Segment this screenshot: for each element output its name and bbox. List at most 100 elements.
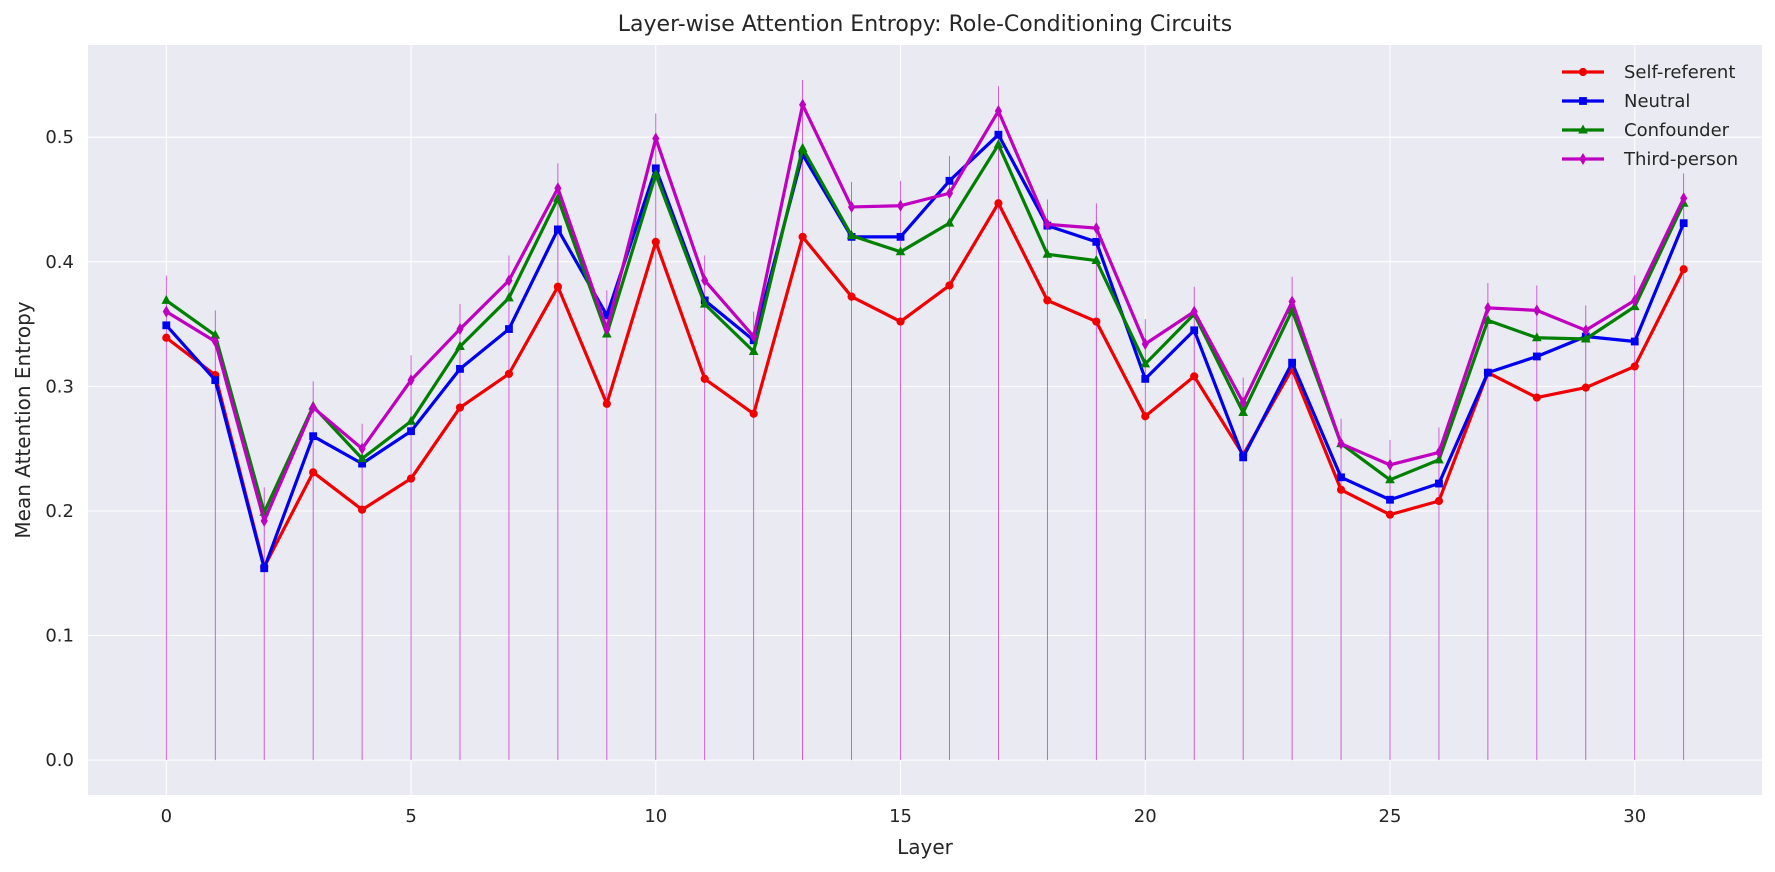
data-point xyxy=(701,274,709,287)
data-point xyxy=(1239,396,1247,409)
data-point xyxy=(1582,324,1590,337)
x-tick-label: 20 xyxy=(1134,806,1157,827)
data-point xyxy=(1532,352,1541,361)
x-tick-label: 15 xyxy=(889,806,912,827)
data-point xyxy=(455,403,465,412)
data-point xyxy=(1484,301,1492,314)
legend-item: Confounder xyxy=(1562,120,1730,141)
chart-title: Layer-wise Attention Entropy: Role-Condi… xyxy=(618,12,1232,37)
data-point xyxy=(1385,474,1395,484)
data-point xyxy=(553,225,562,234)
data-point xyxy=(1190,305,1198,318)
data-point xyxy=(1435,479,1443,488)
data-point xyxy=(651,237,660,246)
series-self-referent xyxy=(162,199,1688,572)
x-tick-label: 10 xyxy=(644,806,667,827)
data-point xyxy=(1386,458,1394,471)
data-point xyxy=(1337,473,1345,482)
data-point xyxy=(1385,510,1395,519)
data-point xyxy=(750,330,758,343)
data-point xyxy=(944,217,955,227)
y-tick-label: 0.2 xyxy=(45,501,74,522)
legend-item: Self-referent xyxy=(1562,62,1735,83)
legend-label: Third-person xyxy=(1623,149,1738,170)
data-point xyxy=(1580,333,1591,343)
y-tick-label: 0.1 xyxy=(45,626,74,647)
data-point xyxy=(699,298,710,308)
data-point xyxy=(162,305,170,318)
data-point xyxy=(1434,496,1444,506)
y-tick-label: 0.5 xyxy=(45,127,74,148)
legend: Self-referent Neutral Confounder Third-pers… xyxy=(1562,62,1738,170)
data-point xyxy=(211,335,219,348)
data-point xyxy=(554,182,562,195)
data-point xyxy=(896,232,905,241)
data-point xyxy=(846,230,857,240)
legend-marker xyxy=(1578,124,1588,134)
data-point xyxy=(162,333,171,342)
x-tick-label: 25 xyxy=(1379,806,1402,827)
x-axis-ticks: 0 5 10 15 20 25 30 xyxy=(161,806,1647,827)
data-point xyxy=(700,374,709,383)
data-point xyxy=(847,292,856,301)
data-point xyxy=(1581,383,1590,392)
data-point xyxy=(357,453,367,463)
data-point xyxy=(1288,358,1297,367)
y-tick-label: 0.4 xyxy=(45,252,74,273)
data-point xyxy=(798,232,807,241)
data-point xyxy=(1140,358,1151,368)
data-point xyxy=(1238,406,1248,417)
legend-label: Self-referent xyxy=(1624,62,1735,83)
legend-marker xyxy=(1578,67,1588,77)
legend-item: Third-person xyxy=(1562,149,1738,170)
data-point xyxy=(358,505,367,514)
data-point xyxy=(309,432,318,441)
series-line xyxy=(165,201,1686,569)
data-point xyxy=(358,442,366,455)
data-point xyxy=(1336,485,1346,494)
data-point xyxy=(406,415,416,425)
legend-label: Confounder xyxy=(1624,120,1730,141)
data-point xyxy=(1434,454,1444,464)
data-point xyxy=(1483,314,1493,324)
data-point xyxy=(1337,437,1345,450)
data-point xyxy=(945,281,954,290)
data-point xyxy=(1042,248,1053,258)
data-point xyxy=(1532,393,1541,402)
series-line xyxy=(165,133,1686,570)
data-point xyxy=(602,399,611,408)
data-point xyxy=(1092,222,1100,235)
data-point xyxy=(1483,368,1492,377)
data-point xyxy=(1092,317,1101,326)
data-point xyxy=(847,200,856,213)
data-point xyxy=(1141,412,1150,421)
data-point xyxy=(162,321,171,330)
data-point xyxy=(1141,338,1149,350)
data-point xyxy=(1533,304,1541,317)
y-tick-label: 0.3 xyxy=(45,376,74,397)
data-point xyxy=(260,514,268,527)
data-point xyxy=(1386,495,1394,504)
series-third-person xyxy=(162,98,1688,527)
data-point xyxy=(407,374,415,387)
data-point xyxy=(1141,374,1150,383)
data-point xyxy=(603,323,611,336)
data-point xyxy=(1679,265,1688,274)
data-point xyxy=(749,409,758,418)
legend-item: Neutral xyxy=(1562,91,1690,112)
data-point xyxy=(505,325,513,333)
data-point xyxy=(505,274,513,287)
data-point xyxy=(994,105,1003,118)
data-point xyxy=(456,365,464,373)
legend-marker xyxy=(1579,97,1587,105)
data-point xyxy=(1092,237,1101,246)
data-point xyxy=(945,187,954,200)
data-point xyxy=(799,98,807,111)
data-point xyxy=(1630,362,1639,371)
x-axis-label: Layer xyxy=(897,835,954,859)
data-point xyxy=(260,564,269,573)
data-point xyxy=(1631,294,1639,307)
data-point xyxy=(504,292,514,302)
data-point xyxy=(652,132,660,145)
